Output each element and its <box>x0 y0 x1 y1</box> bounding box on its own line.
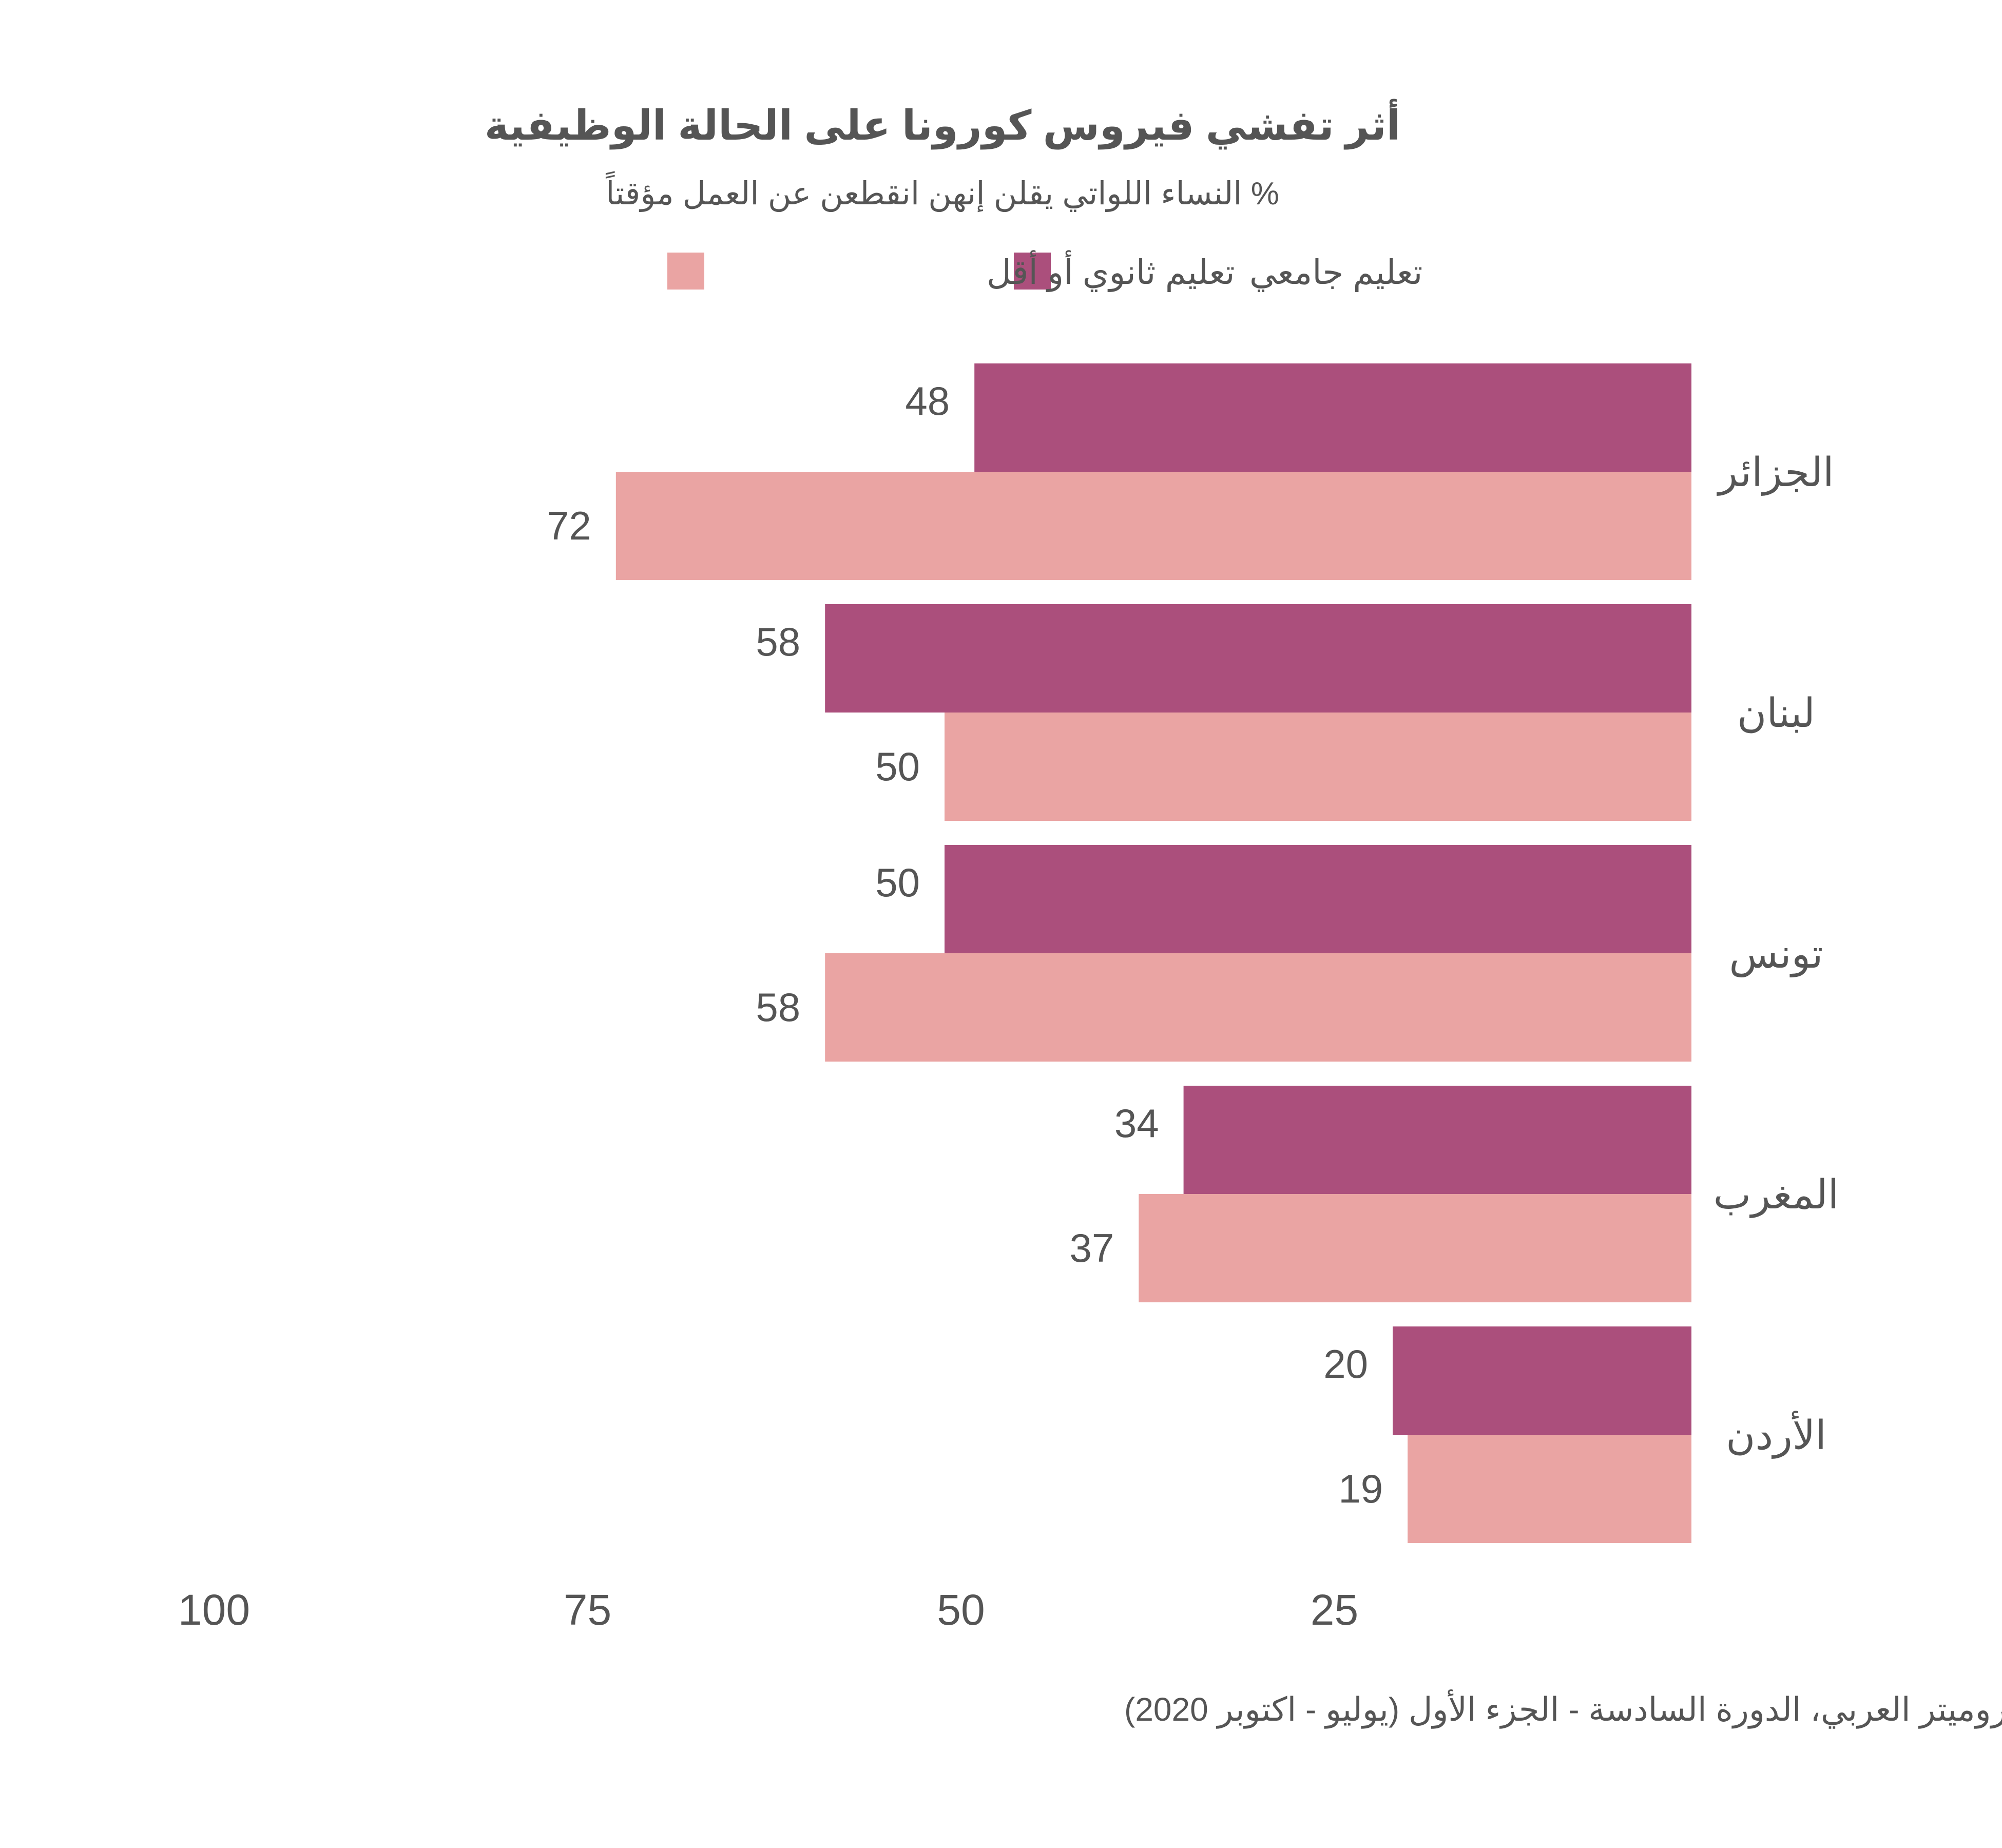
value-label: 34 <box>1114 1101 1159 1146</box>
bar <box>1393 1326 1691 1435</box>
value-label: 50 <box>875 860 920 905</box>
category-label: لبنان <box>1737 690 1815 736</box>
legend: تعليم جامعي تعليم ثانوي أو أقل <box>667 250 1422 292</box>
x-axis: 25 50 75 100 <box>178 1586 1358 1634</box>
bar-group: الأردن 20 19 <box>1323 1326 1826 1543</box>
value-label: 48 <box>905 378 950 424</box>
value-label: 50 <box>875 744 920 789</box>
chart-title: أثر تفشي فيروس كورونا على الحالة الوظيفي… <box>485 99 1400 150</box>
bar-group: لبنان 58 50 <box>756 604 1815 821</box>
category-label: تونس <box>1729 931 1823 978</box>
bar <box>945 845 1691 953</box>
value-label: 58 <box>756 985 800 1030</box>
legend-label-secondary: تعليم ثانوي أو أقل <box>987 250 1235 292</box>
chart-source: الباروميتر العربي، الدورة السادسة - الجز… <box>1124 1689 2002 1729</box>
bar <box>615 472 1691 580</box>
legend-swatch-secondary <box>667 253 704 290</box>
value-label: 19 <box>1338 1466 1383 1511</box>
value-label: 72 <box>547 503 591 548</box>
bar-group: المغرب 34 37 <box>1070 1086 1839 1302</box>
category-label: الجزائر <box>1716 450 1834 496</box>
category-label: المغرب <box>1714 1172 1839 1219</box>
x-tick-label: 25 <box>1311 1586 1358 1634</box>
bar-group: تونس 50 58 <box>756 845 1823 1062</box>
value-label: 37 <box>1070 1225 1114 1270</box>
bar <box>974 363 1691 472</box>
legend-label-university: تعليم جامعي <box>1249 253 1422 292</box>
value-label: 20 <box>1323 1341 1368 1387</box>
bar <box>945 713 1691 821</box>
bar-group: الجزائر 48 72 <box>547 363 1834 580</box>
bar <box>1139 1194 1691 1302</box>
legend-swatch-university <box>1014 253 1051 290</box>
x-tick-label: 100 <box>178 1586 250 1634</box>
bar <box>1183 1086 1691 1194</box>
chart-subtitle: % النساء اللواتي يقلن إنهن انقطعن عن الع… <box>605 170 1279 213</box>
value-label: 58 <box>756 619 800 664</box>
x-tick-label: 75 <box>564 1586 611 1634</box>
bar <box>1408 1435 1691 1543</box>
bar <box>825 953 1691 1062</box>
bar <box>825 604 1691 713</box>
bars: الجزائر4872لبنان5850تونس5058المغرب3437ال… <box>547 363 1839 1543</box>
x-tick-label: 50 <box>937 1586 985 1634</box>
category-label: الأردن <box>1726 1411 1826 1459</box>
